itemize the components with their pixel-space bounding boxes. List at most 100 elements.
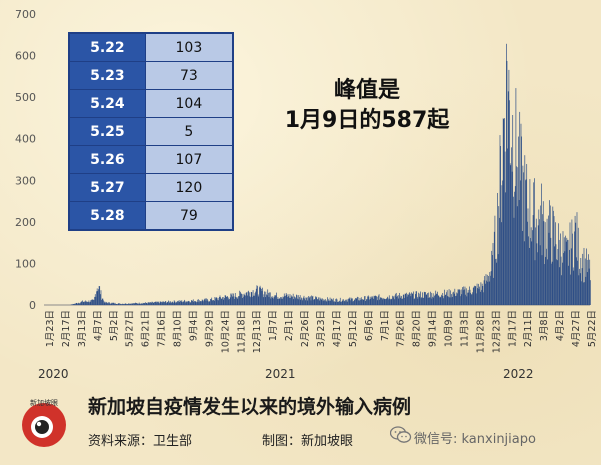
bar	[521, 230, 523, 305]
table-row: 5.24 104	[68, 89, 234, 118]
bar	[554, 246, 556, 305]
bar	[229, 297, 231, 305]
bar	[468, 292, 470, 305]
bar	[521, 136, 522, 305]
bar	[338, 301, 340, 305]
bar	[112, 302, 113, 305]
y-tick-label: 500	[15, 91, 36, 104]
bar	[74, 303, 76, 305]
bar	[457, 293, 458, 305]
bar	[261, 288, 262, 305]
bar	[75, 303, 76, 305]
bar	[273, 297, 275, 305]
bar	[526, 164, 528, 305]
bar	[417, 298, 419, 305]
bar	[328, 300, 330, 305]
bar	[367, 295, 369, 305]
bar	[509, 100, 510, 305]
bar	[77, 303, 78, 305]
bar	[224, 295, 226, 305]
bar	[500, 222, 502, 305]
bar	[520, 180, 521, 305]
bar	[222, 297, 223, 305]
bar	[313, 299, 314, 305]
bar	[311, 295, 312, 305]
bar	[431, 298, 433, 305]
bar	[158, 302, 160, 305]
bar	[479, 291, 481, 305]
bar	[306, 297, 308, 305]
bar	[572, 233, 573, 305]
bar	[537, 225, 539, 305]
bar	[530, 227, 532, 305]
bar	[215, 297, 217, 305]
bar	[221, 298, 223, 305]
bar	[513, 217, 515, 305]
bar	[450, 290, 451, 305]
bar	[213, 300, 215, 305]
bar	[234, 293, 236, 305]
bar	[446, 290, 448, 305]
bar	[322, 301, 324, 305]
bar	[498, 206, 500, 305]
bar	[234, 298, 235, 305]
bar	[206, 298, 207, 305]
bar	[126, 303, 128, 305]
bar	[263, 294, 265, 305]
bar	[422, 297, 424, 305]
bar	[469, 286, 470, 305]
y-tick-label: 400	[15, 133, 36, 146]
table-date: 5.22	[68, 32, 146, 62]
bar	[569, 249, 570, 305]
bar	[165, 301, 167, 305]
bar	[471, 294, 473, 305]
bar	[440, 296, 442, 305]
x-tick-label: 1月7日	[268, 310, 279, 341]
bar	[380, 297, 382, 305]
bar	[289, 294, 291, 305]
bar	[298, 299, 300, 305]
bar	[539, 245, 541, 305]
bar	[532, 230, 533, 305]
bar	[560, 233, 561, 305]
bar	[511, 147, 512, 305]
bar	[155, 301, 157, 305]
bar	[110, 303, 111, 305]
bar	[304, 298, 305, 305]
bar	[451, 294, 452, 305]
bar	[200, 300, 202, 305]
bar	[538, 209, 540, 305]
bar	[80, 301, 82, 305]
bar	[131, 304, 133, 305]
bar	[253, 295, 255, 305]
bar	[501, 185, 503, 305]
bar	[588, 268, 590, 305]
bar	[266, 295, 268, 305]
bar	[494, 215, 496, 305]
bar	[449, 297, 451, 305]
bar	[217, 299, 218, 305]
bar	[506, 60, 508, 306]
bar	[497, 192, 498, 305]
bar	[433, 297, 435, 305]
bar	[113, 302, 115, 305]
bar	[356, 297, 358, 305]
bar	[129, 303, 130, 305]
bar	[373, 295, 375, 305]
bar	[255, 288, 257, 305]
bar	[193, 302, 195, 305]
bar	[400, 297, 402, 305]
bar	[517, 167, 519, 305]
table-row: 5.27 120	[68, 173, 234, 202]
bar	[551, 263, 552, 305]
bar	[388, 299, 389, 305]
bar	[475, 286, 477, 305]
bar	[220, 297, 221, 305]
bar	[268, 297, 270, 305]
bar	[125, 303, 127, 305]
bar	[163, 301, 164, 305]
bar	[345, 299, 346, 305]
bar	[202, 300, 204, 305]
bar	[578, 275, 580, 305]
